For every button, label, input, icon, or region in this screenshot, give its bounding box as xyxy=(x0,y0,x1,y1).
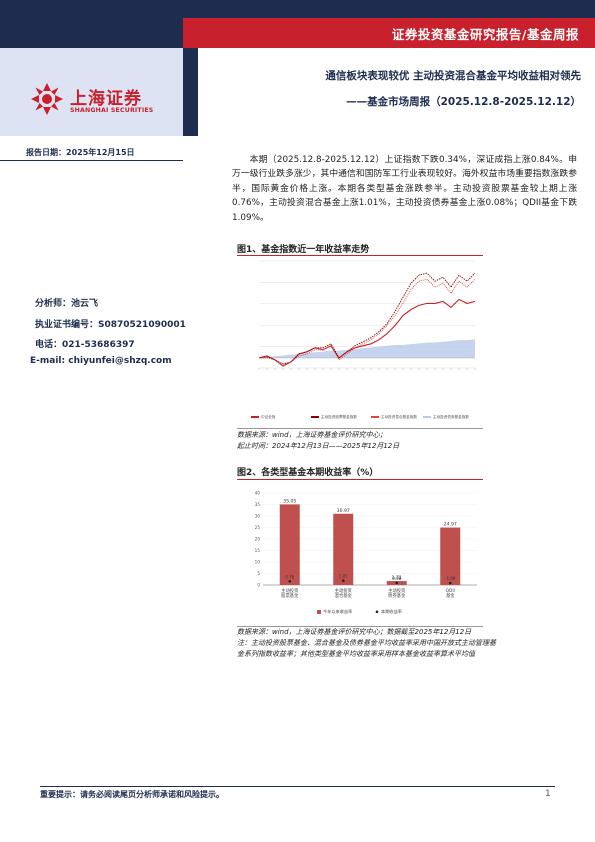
figure2-note-line1: 注：主动投资股票基金、混合基金及债券基金平均收益率采用中国开放式主动管理基 xyxy=(237,639,496,647)
fund-index-line-chart: 中证全指 主动投资股票基金指数 主动投资混合基金指数 主动投资债券基金指数 xyxy=(251,260,476,419)
point-weekly-return xyxy=(448,581,452,585)
footer-rule xyxy=(40,786,555,787)
point-value-label: 1.01 xyxy=(339,574,348,579)
figure1-period: 起止时间：2024年12月13日——2025年12月12日 xyxy=(237,442,400,450)
point-weekly-return xyxy=(288,579,292,583)
figure1-top-rule xyxy=(237,255,483,256)
figure2-bottom-rule xyxy=(237,626,483,627)
y-tick-label: 15 xyxy=(255,548,261,553)
point-value-label: -1.09 xyxy=(445,576,456,581)
figure2-top-rule xyxy=(237,479,483,480)
category-label: 债券基金 xyxy=(388,592,406,599)
report-title: 通信板块表现较优 主动投资混合基金平均收益相对领先 xyxy=(325,70,581,82)
category-label: 主动投资 xyxy=(388,587,406,594)
analyst-name: 分析师：池云飞 xyxy=(35,299,99,309)
legend-label: 主动投资股票基金指数 xyxy=(321,414,357,419)
point-value-label: 0.76 xyxy=(285,574,294,579)
legend-label: 主动投资混合基金指数 xyxy=(381,414,417,419)
logo-band xyxy=(0,48,183,136)
y-tick-label: 35 xyxy=(255,502,261,507)
analyst-email[interactable]: E-mail: chiyunfei@shzq.com xyxy=(30,356,172,366)
y-tick-label: 20 xyxy=(255,537,261,542)
figure2-note-line2: 金系列指数收益率；其他类型基金平均收益率采用样本基金收益率算术平均值 xyxy=(237,650,475,658)
y-tick-label: 10 xyxy=(255,560,261,565)
category-label: QDII xyxy=(446,588,455,594)
figure1-source: 数据来源：wind，上海证券基金评价研究中心； xyxy=(237,431,387,439)
bar-ytd-return xyxy=(279,504,300,585)
figure2-title: 图2、各类型基金本期收益率（%） xyxy=(237,468,379,478)
legend-label: 主动投资债券基金指数 xyxy=(433,414,469,419)
bar-ytd-return xyxy=(440,527,461,585)
bar-value-label: 1.71 xyxy=(392,575,402,581)
company-logo-icon xyxy=(31,83,63,115)
y-tick-label: 5 xyxy=(257,571,260,576)
page-number: 1 xyxy=(545,789,551,799)
point-value-label: 0.08 xyxy=(392,576,401,581)
analyst-license: 执业证书编号：S0870521090001 xyxy=(35,320,186,330)
figure1-bottom-rule xyxy=(237,428,483,429)
legend-label: 本期收益率 xyxy=(381,608,402,615)
report-date: 报告日期：2025年12月15日 xyxy=(26,148,135,157)
series-line-0 xyxy=(258,298,476,367)
figure1-title: 图1、基金指数近一年收益率走势 xyxy=(237,245,370,255)
legend-swatch-point xyxy=(375,610,379,614)
bar-value-label: 24.97 xyxy=(444,522,457,528)
report-subtitle: ——基金市场周报（2025.12.8-2025.12.12） xyxy=(346,96,581,108)
header-red-banner: 证券投资基金研究报告/基金周报 xyxy=(183,18,595,48)
legend-swatch xyxy=(371,416,379,418)
report-category: 证券投资基金研究报告/基金周报 xyxy=(391,27,579,42)
category-label: 主动投资 xyxy=(281,587,299,594)
fund-return-bar-chart: 051015202530354035.050.76主动投资股票基金30.971.… xyxy=(255,491,477,615)
footer-disclaimer: 重要提示：请务必阅读尾页分析师承诺和风险提示。 xyxy=(40,790,224,799)
legend-swatch xyxy=(423,416,431,418)
series-line-2 xyxy=(259,278,476,365)
bar-ytd-return xyxy=(333,513,354,585)
header-navy-strip xyxy=(183,48,198,136)
bar-value-label: 30.97 xyxy=(337,508,350,514)
category-label: 基金 xyxy=(446,592,455,599)
category-label: 股票基金 xyxy=(281,592,299,599)
y-tick-label: 30 xyxy=(255,514,261,519)
summary-paragraph: 本期（2025.12.8-2025.12.12）上证指数下跌0.34%，深证成指… xyxy=(232,155,577,223)
y-tick-label: 40 xyxy=(255,491,261,496)
figure2-source: 数据来源：wind，上海证券基金评价研究中心；数据截至2025年12月12日 xyxy=(237,628,472,636)
legend-swatch xyxy=(251,416,259,418)
series-area-bond-fund-index xyxy=(259,339,475,358)
category-label: 主动投资 xyxy=(335,587,353,594)
divider xyxy=(0,160,183,161)
header-navy-bar xyxy=(183,0,595,18)
header-navy-left xyxy=(0,0,183,48)
bar-value-label: 35.05 xyxy=(283,498,296,504)
y-tick-label: 25 xyxy=(255,525,261,530)
point-weekly-return xyxy=(395,581,399,585)
point-weekly-return xyxy=(341,579,345,582)
analyst-phone: 电话：021-53686397 xyxy=(35,340,135,350)
legend-label: 中证全指 xyxy=(261,414,276,419)
y-tick-label: 0 xyxy=(257,583,260,588)
logo-text-en: SHANGHAI SECURITIES xyxy=(70,107,154,114)
category-label: 混合基金 xyxy=(335,592,353,599)
legend-swatch-bar xyxy=(317,610,321,614)
legend-label: 今年以来收益率 xyxy=(323,608,352,615)
legend-swatch xyxy=(311,416,319,418)
logo-text-cn: 上海证券 xyxy=(70,89,142,109)
